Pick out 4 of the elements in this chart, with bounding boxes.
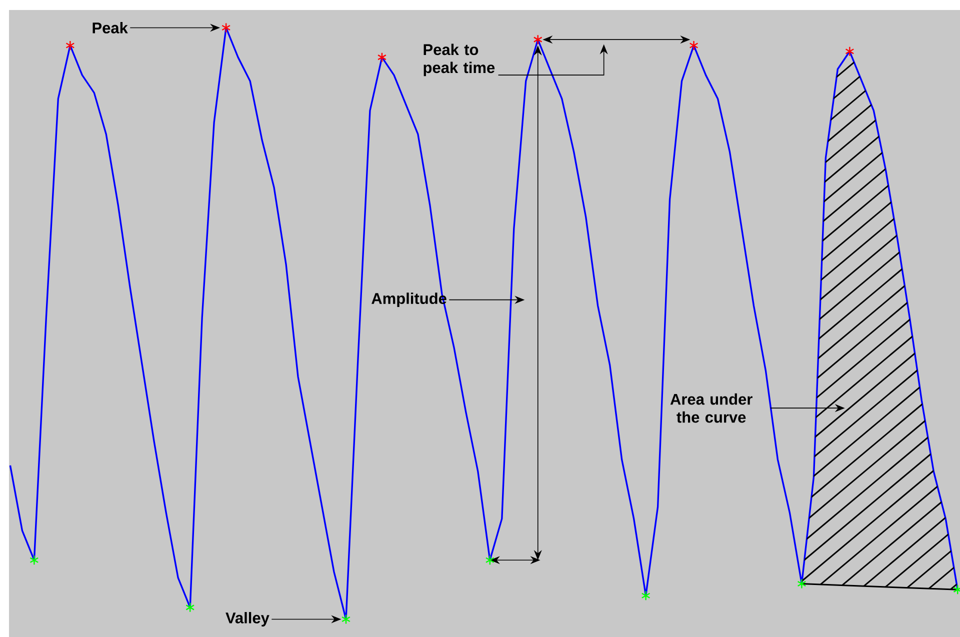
annotation: Area under the curve bbox=[670, 393, 752, 423]
annotation: Peak bbox=[92, 22, 128, 34]
annotation: Peak to peak time bbox=[424, 44, 495, 76]
annotation: Valley bbox=[226, 612, 270, 626]
